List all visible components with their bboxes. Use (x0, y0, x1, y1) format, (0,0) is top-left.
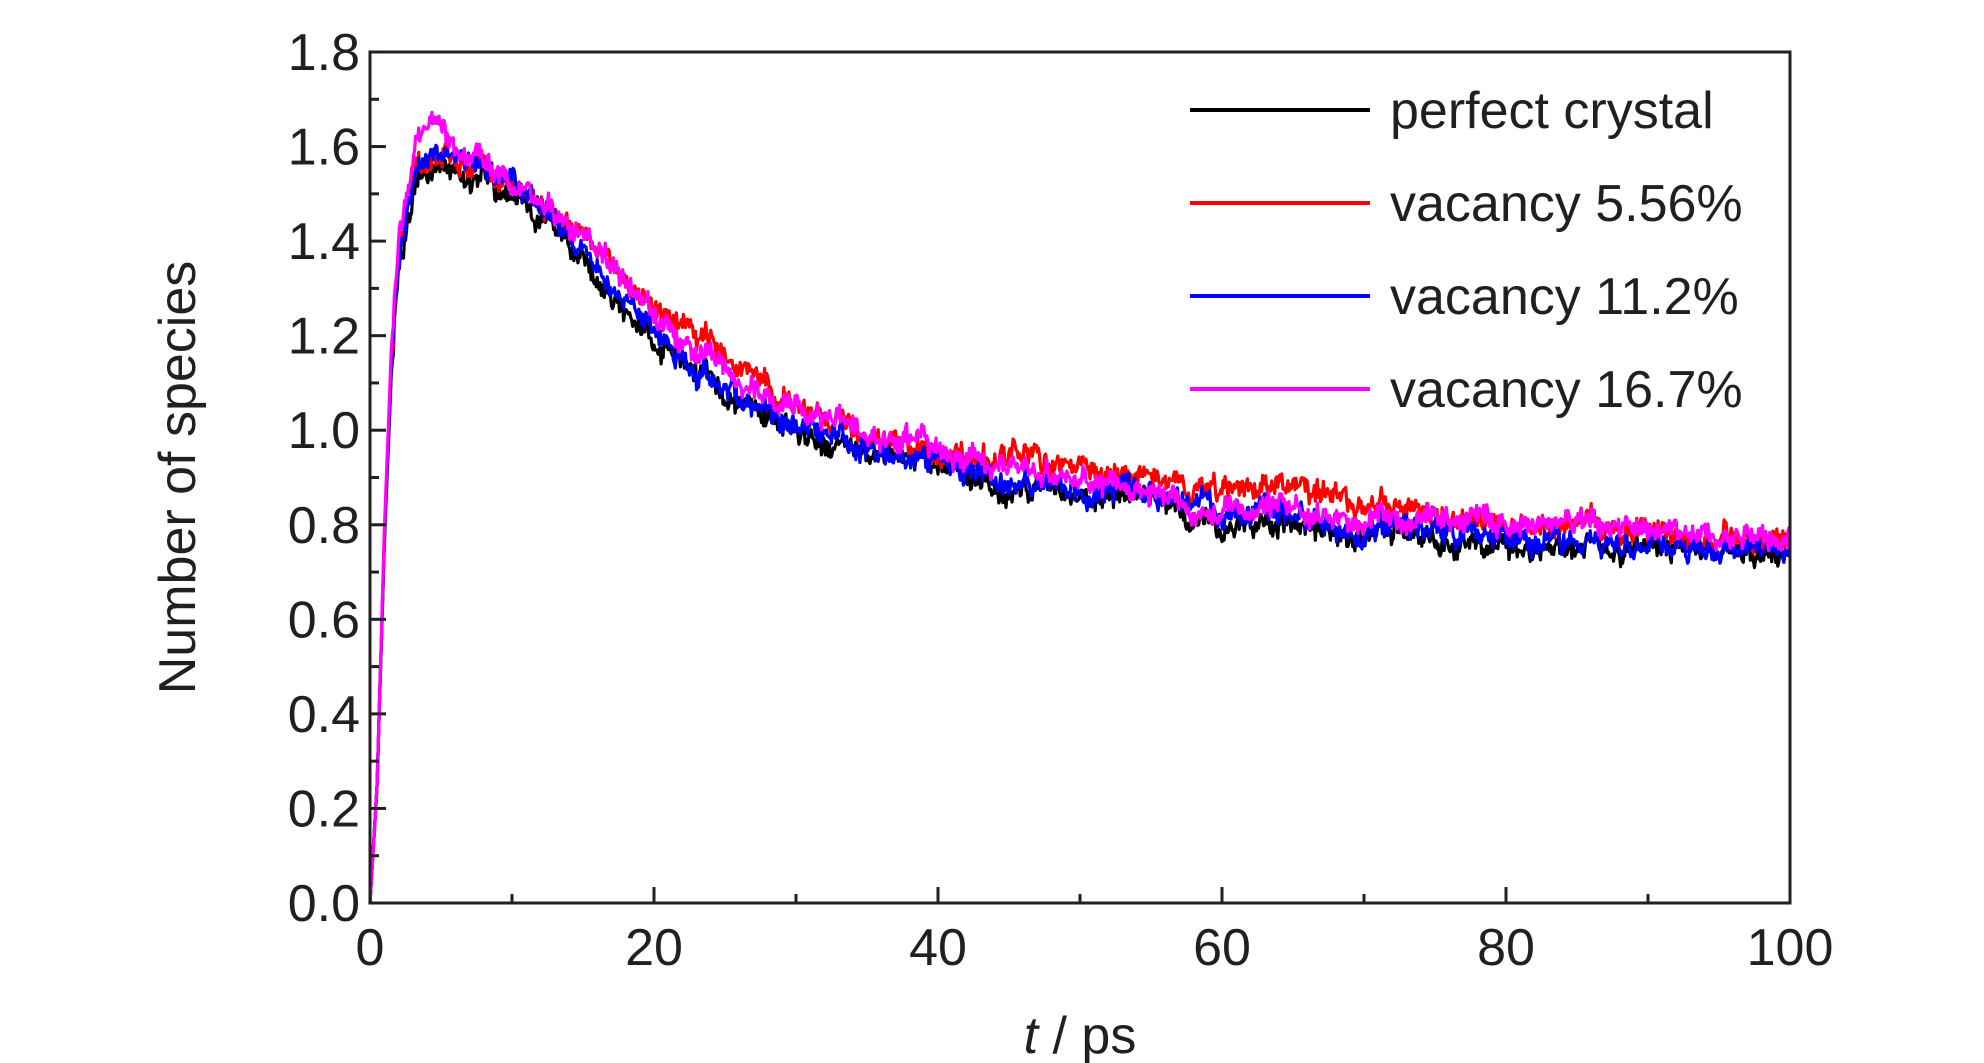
y-tick-label: 1.2 (288, 308, 360, 366)
x-tick-label: 20 (625, 919, 683, 977)
legend-label: perfect crystal (1390, 82, 1714, 140)
y-tick-label: 0.2 (288, 780, 360, 838)
x-axis-title-variable: t (1024, 1007, 1041, 1063)
y-tick-label: 1.0 (288, 402, 360, 460)
x-axis-title-unit: / ps (1038, 1007, 1136, 1063)
y-axis-title: Number of species (149, 261, 207, 695)
y-tick-label: 0.4 (288, 686, 360, 744)
x-tick-label: 40 (909, 919, 967, 977)
y-tick-label: 0.6 (288, 591, 360, 649)
axis-layer: 0 20 40 60 80 100 0.0 0.2 0.4 0.6 0.8 1.0 1.2 1.4 1.6 1… (288, 24, 1834, 977)
y-tick-label: 1.8 (288, 24, 360, 82)
legend-label: vacancy 5.56% (1390, 175, 1743, 233)
y-tick-label: 1.6 (288, 119, 360, 177)
series-line (368, 110, 1792, 904)
x-axis-title: t / ps (1024, 1007, 1137, 1063)
legend-label: vacancy 11.2% (1390, 268, 1739, 326)
x-tick-label: 80 (1477, 919, 1535, 977)
legend: perfect crystal vacancy 5.56% vacancy 11.2… (1190, 82, 1743, 419)
x-tick-label: 60 (1193, 919, 1251, 977)
y-tick-label: 0.8 (288, 497, 360, 555)
x-tick-label: 0 (356, 919, 385, 977)
x-tick-label: 100 (1747, 919, 1834, 977)
series-line (368, 143, 1792, 904)
legend-label: vacancy 16.7% (1390, 361, 1743, 419)
y-tick-label: 0.0 (288, 875, 360, 933)
y-tick-label: 1.4 (288, 213, 360, 271)
series-layer (368, 110, 1792, 904)
